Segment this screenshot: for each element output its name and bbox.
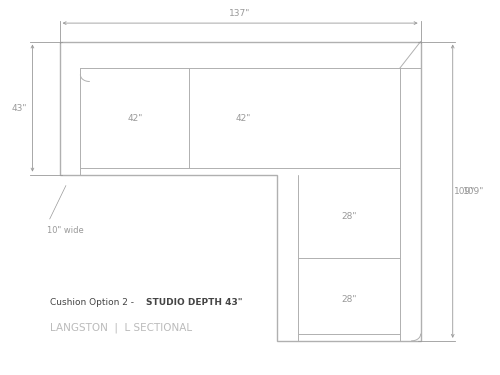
Text: 43": 43"	[12, 104, 28, 112]
Text: LANGSTON  |  L SECTIONAL: LANGSTON | L SECTIONAL	[50, 322, 192, 333]
Text: 109": 109"	[462, 187, 484, 196]
Text: 28": 28"	[341, 295, 356, 304]
Text: 42": 42"	[236, 114, 252, 123]
Text: 109": 109"	[454, 187, 475, 196]
Text: 137": 137"	[230, 9, 251, 18]
Text: 10" wide: 10" wide	[48, 226, 84, 235]
Text: STUDIO DEPTH 43": STUDIO DEPTH 43"	[146, 297, 242, 306]
Text: 42": 42"	[127, 114, 142, 123]
Text: 28": 28"	[341, 211, 356, 220]
Text: Cushion Option 2 -: Cushion Option 2 -	[50, 297, 136, 306]
